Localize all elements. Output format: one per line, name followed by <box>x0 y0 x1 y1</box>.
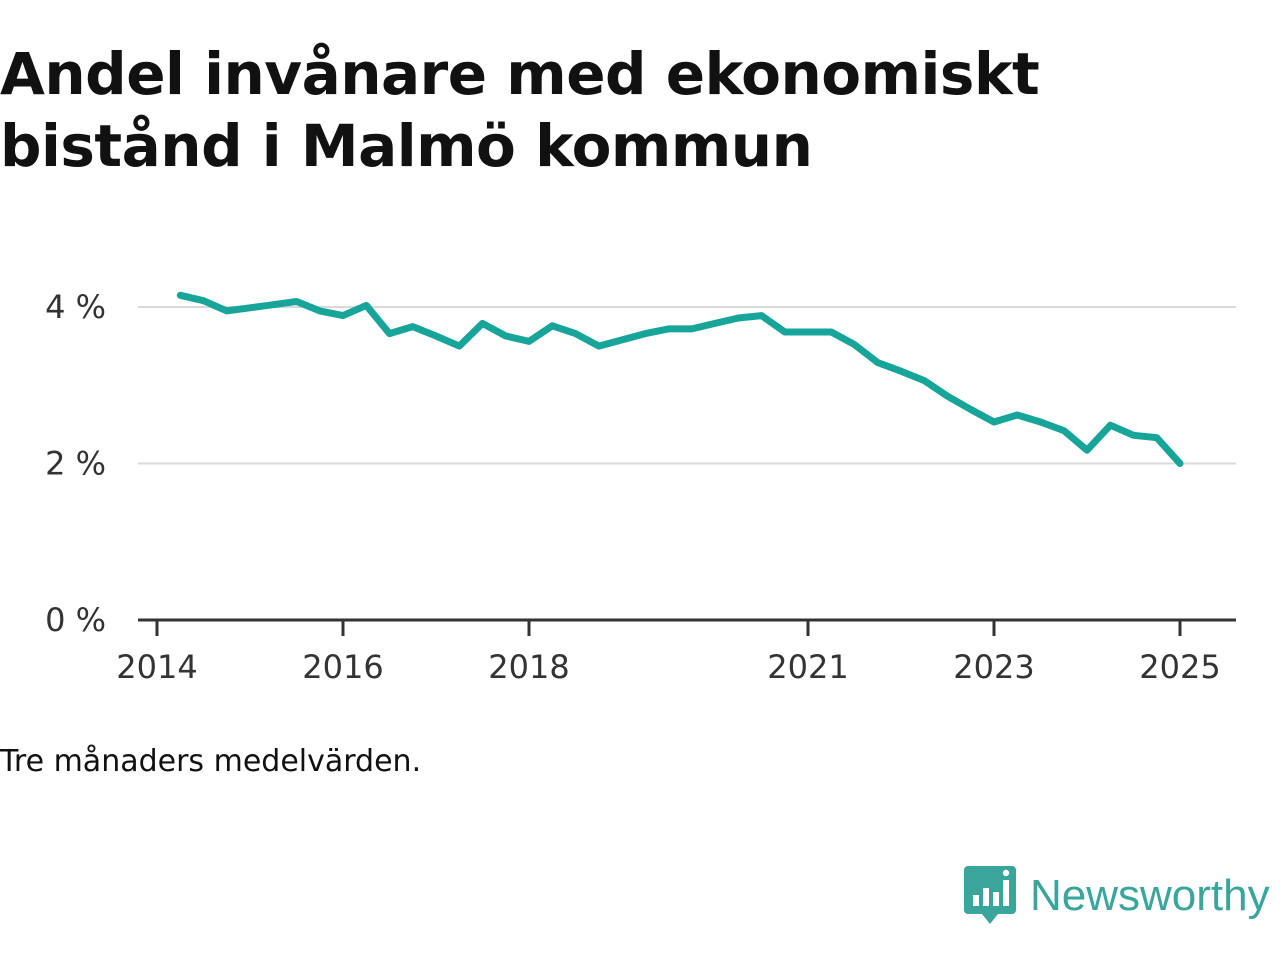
chart-title: Andel invånare med ekonomiskt bistånd i … <box>0 38 1200 182</box>
x-tick-label: 2025 <box>1139 648 1220 686</box>
data-point <box>270 301 277 308</box>
data-point <box>363 302 370 309</box>
x-tick-label: 2016 <box>302 648 383 686</box>
y-tick-label: 4 % <box>45 288 106 326</box>
x-tick-label: 2014 <box>116 648 197 686</box>
data-point <box>479 320 486 327</box>
data-point <box>944 393 951 400</box>
data-point <box>223 307 230 314</box>
gridlines: 0 % 2 % 4 % <box>45 288 1236 639</box>
data-point <box>898 368 905 375</box>
data-point <box>1153 434 1160 441</box>
data-point <box>991 419 998 426</box>
data-point <box>549 322 556 329</box>
chart-note: Tre månaders medelvärden. <box>0 744 422 779</box>
x-axis: 2014 2016 2018 2021 2023 2025 <box>116 618 1236 686</box>
data-point <box>293 298 300 305</box>
data-point <box>688 325 695 332</box>
data-point <box>665 325 672 332</box>
data-point <box>1130 432 1137 439</box>
data-point <box>967 406 974 413</box>
x-tick-label: 2021 <box>767 648 848 686</box>
data-point <box>247 304 254 311</box>
data-point <box>828 329 835 336</box>
series-line <box>176 291 1184 467</box>
data-point <box>1014 412 1021 419</box>
data-point <box>735 315 742 322</box>
data-point <box>1177 460 1184 467</box>
x-tick-label: 2023 <box>953 648 1034 686</box>
brand-name: Newsworthy <box>1030 871 1270 920</box>
data-point <box>1037 419 1044 426</box>
data-point <box>456 343 463 350</box>
chart-title-line-1: Andel invånare med ekonomiskt <box>0 40 1040 108</box>
data-point <box>433 333 440 340</box>
data-point <box>595 343 602 350</box>
y-tick-label: 0 % <box>45 601 106 639</box>
data-point <box>340 312 347 319</box>
x-tick-label: 2018 <box>488 648 569 686</box>
data-point <box>1107 422 1114 429</box>
data-point <box>642 330 649 337</box>
data-point <box>526 338 533 345</box>
data-point <box>921 377 928 384</box>
data-point <box>874 359 881 366</box>
chart-title-line-2: bistånd i Malmö kommun <box>0 112 813 180</box>
y-tick-label: 2 % <box>45 445 106 483</box>
data-point <box>781 329 788 336</box>
series-layer <box>176 291 1184 467</box>
newsworthy-logo-icon <box>964 866 1016 924</box>
data-point <box>1060 427 1067 434</box>
data-point <box>177 292 184 299</box>
data-point <box>619 336 626 343</box>
data-point <box>572 330 579 337</box>
data-point <box>386 330 393 337</box>
data-point <box>502 333 509 340</box>
newsworthy-logo: Newsworthy <box>964 864 1270 928</box>
data-point <box>851 341 858 348</box>
data-point <box>1084 447 1091 454</box>
data-point <box>316 307 323 314</box>
data-point <box>805 329 812 336</box>
data-point <box>712 320 719 327</box>
data-point <box>409 323 416 330</box>
data-point <box>200 297 207 304</box>
data-point <box>758 312 765 319</box>
